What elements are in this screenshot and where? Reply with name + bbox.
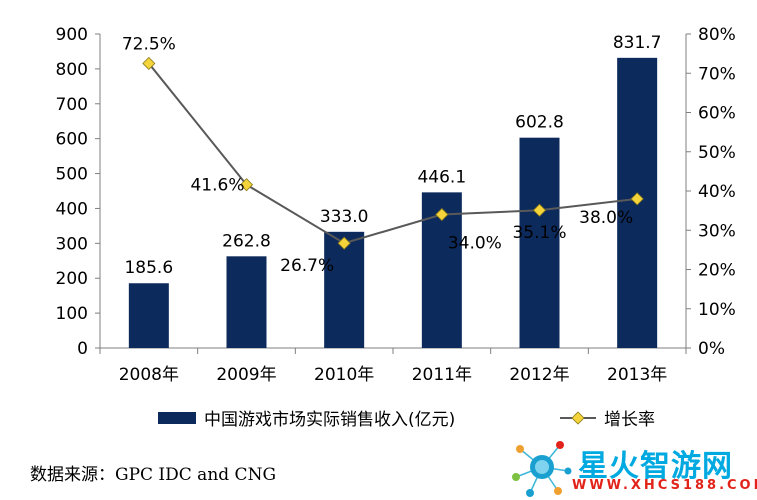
y-left-tick-label: 600 <box>56 130 88 150</box>
legend-line-label: 增长率 <box>604 410 655 430</box>
revenue-bar-label: 831.7 <box>613 33 662 53</box>
y-right-tick-label: 10% <box>698 300 736 320</box>
y-right-tick-label: 80% <box>698 25 736 45</box>
legend-bar-swatch <box>158 411 196 424</box>
y-right-tick-label: 40% <box>698 182 736 202</box>
legend-bar-label: 中国游戏市场实际销售收入(亿元) <box>204 410 456 430</box>
axes: 0 100 200 300 400 500 600 700 800 900 0% 10% 20% 30% 4… <box>56 25 736 385</box>
growth-rate-label: 26.7% <box>280 256 334 276</box>
growth-marker <box>337 236 351 250</box>
x-tick-label: 2009年 <box>216 365 276 385</box>
y-right-tick-label: 60% <box>698 104 736 124</box>
bars <box>128 57 658 349</box>
y-left-tick-label: 0 <box>77 339 88 359</box>
growth-marker <box>142 56 156 71</box>
growth-rate-label: 38.0% <box>579 208 633 228</box>
growth-marker <box>532 203 547 217</box>
legend: 中国游戏市场实际销售收入(亿元) 增长率 <box>0 405 757 435</box>
growth-rate-label: 41.6% <box>190 176 244 196</box>
combo-chart: 0 100 200 300 400 500 600 700 800 900 0% 10% 20% 30% 4… <box>56 25 736 385</box>
network-logo-icon <box>512 441 572 497</box>
watermark: 星火智游网 WWW.XHCS188.COM <box>508 437 757 500</box>
watermark-title: 星火智游网 <box>578 449 733 484</box>
revenue-bar-label: 262.8 <box>222 231 271 251</box>
growth-rate-label: 34.0% <box>448 234 502 254</box>
growth-line <box>142 56 644 250</box>
y-left-tick-label: 200 <box>56 269 88 289</box>
growth-rate-label: 35.1% <box>512 223 566 243</box>
x-tick-label: 2012年 <box>509 365 569 385</box>
legend-item-growth: 增长率 <box>558 405 655 430</box>
growth-marker <box>630 192 644 206</box>
y-left-tick-label: 700 <box>56 95 88 115</box>
growth-polyline <box>148 62 638 245</box>
y-right-tick-label: 50% <box>698 143 736 163</box>
growth-marker <box>435 207 449 222</box>
y-right-tick-label: 0% <box>698 339 725 359</box>
revenue-bar <box>519 137 560 348</box>
revenue-bar <box>324 231 365 348</box>
x-tick-label: 2011年 <box>412 365 472 385</box>
revenue-bar <box>128 283 169 348</box>
revenue-bar-label: 333.0 <box>320 207 369 227</box>
source-note: 数据来源：GPC IDC and CNG <box>30 465 277 485</box>
y-right-tick-label: 20% <box>698 261 736 281</box>
legend-line-swatch <box>560 410 596 425</box>
x-tick-label: 2008年 <box>119 365 179 385</box>
y-left-tick-label: 500 <box>56 165 88 185</box>
revenue-bar-label: 602.8 <box>515 113 564 133</box>
watermark-url: WWW.XHCS188.COM <box>572 478 757 493</box>
x-tick-label: 2013年 <box>607 365 667 385</box>
y-left-tick-label: 800 <box>56 60 88 80</box>
y-right-tick-label: 70% <box>698 64 736 84</box>
y-left-tick-label: 300 <box>56 234 88 254</box>
y-right-tick-label: 30% <box>698 221 736 241</box>
x-tick-label: 2010年 <box>314 365 374 385</box>
data-labels: 185.6 262.8 333.0 446.1 602.8 831.7 72.5% 41.6%… <box>122 33 662 278</box>
growth-marker <box>239 178 254 192</box>
revenue-bar-label: 446.1 <box>417 167 466 187</box>
y-left-tick-label: 400 <box>56 199 88 219</box>
revenue-bar-label: 185.6 <box>124 258 173 278</box>
legend-item-revenue: 中国游戏市场实际销售收入(亿元) <box>158 405 455 430</box>
y-left-tick-label: 900 <box>56 25 88 45</box>
revenue-bar <box>226 256 267 348</box>
y-left-tick-label: 100 <box>56 304 88 324</box>
growth-rate-label: 72.5% <box>122 34 176 54</box>
